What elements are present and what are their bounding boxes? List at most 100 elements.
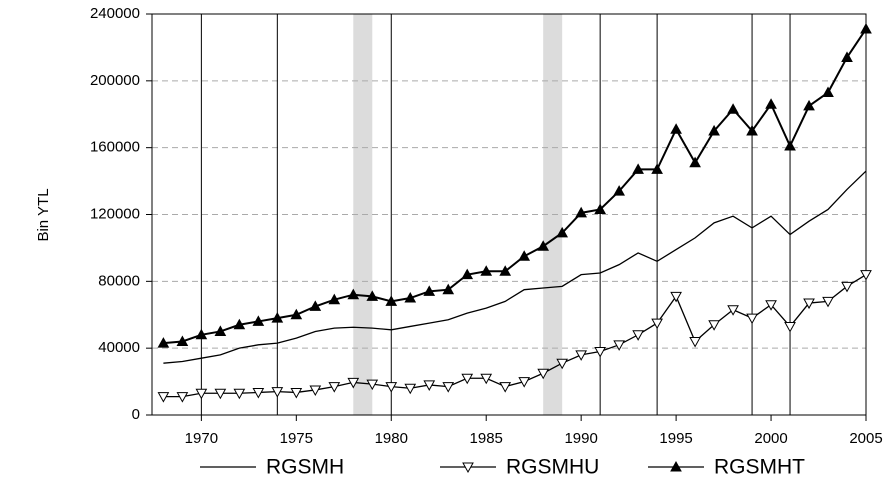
marker (860, 23, 872, 34)
marker (556, 358, 569, 370)
series-line (163, 170, 867, 364)
marker (309, 385, 322, 396)
y-tick-label: 200000 (90, 72, 140, 89)
marker (499, 382, 512, 393)
marker (841, 51, 853, 62)
marker (252, 387, 265, 399)
x-tick-label: 1995 (659, 430, 692, 447)
y-axis-label: Bin YTL (35, 188, 52, 241)
marker (708, 124, 720, 136)
marker (765, 98, 777, 109)
marker (803, 99, 815, 111)
x-tick-label: 2005 (849, 430, 882, 447)
marker (271, 312, 284, 323)
marker (746, 124, 758, 136)
marker (366, 290, 379, 301)
y-tick-label: 80000 (98, 272, 140, 289)
marker (632, 330, 644, 341)
marker (366, 379, 379, 391)
marker (423, 285, 436, 296)
marker (499, 265, 512, 276)
marker (423, 380, 436, 391)
marker (176, 335, 189, 346)
marker (195, 388, 208, 400)
marker (784, 321, 796, 333)
marker (385, 295, 398, 306)
marker (271, 387, 284, 398)
y-tick-label: 40000 (98, 339, 140, 356)
marker (537, 368, 550, 380)
series-line (163, 274, 867, 398)
marker (765, 300, 777, 311)
y-tick-label: 160000 (90, 139, 140, 156)
legend-label: RGSMH (266, 456, 344, 479)
x-tick-label: 1975 (280, 430, 313, 447)
legend-marker (670, 460, 682, 472)
plot-frame (151, 13, 867, 416)
marker (727, 103, 739, 114)
marker (404, 292, 417, 303)
legend-marker (462, 462, 474, 474)
marker (594, 203, 606, 214)
x-tick-label: 1985 (470, 430, 503, 447)
marker (252, 315, 265, 326)
y-tick-label: 0 (132, 406, 140, 423)
marker (461, 373, 474, 385)
marker (442, 382, 455, 393)
marker (290, 387, 303, 399)
marker (347, 377, 360, 389)
marker (670, 291, 682, 303)
marker (233, 318, 246, 330)
legend-label: RGSMHT (714, 456, 805, 479)
marker (594, 347, 606, 358)
marker (404, 383, 417, 395)
marker (632, 163, 644, 174)
marker (195, 328, 208, 340)
marker (309, 300, 322, 311)
marker (442, 283, 455, 295)
marker (328, 293, 341, 305)
marker (480, 373, 493, 385)
marker (575, 350, 588, 361)
marker (347, 288, 360, 300)
marker (537, 240, 550, 251)
marker (518, 250, 531, 261)
marker (176, 392, 189, 403)
marker (233, 388, 246, 400)
marker (689, 336, 701, 348)
marker (841, 281, 853, 293)
marker (518, 377, 531, 388)
marker (689, 156, 701, 168)
marker (708, 320, 720, 331)
marker (822, 296, 834, 308)
marker (613, 185, 625, 196)
marker (385, 382, 398, 393)
marker (803, 298, 815, 310)
marker (214, 388, 227, 400)
marker (556, 226, 569, 238)
x-tick-label: 2000 (754, 430, 787, 447)
marker (651, 318, 663, 330)
marker (860, 270, 872, 281)
y-tick-label: 240000 (90, 5, 140, 22)
marker (214, 325, 227, 336)
x-tick-label: 1980 (375, 430, 408, 447)
marker (461, 268, 474, 280)
x-tick-label: 1970 (185, 430, 218, 447)
marker (784, 139, 796, 151)
marker (651, 163, 663, 174)
legend-label: RGSMHU (506, 456, 599, 479)
marker (480, 265, 493, 276)
x-tick-label: 1990 (564, 430, 597, 447)
marker (670, 123, 682, 134)
marker (157, 337, 170, 348)
marker (157, 392, 170, 403)
marker (746, 313, 758, 325)
series-line (163, 28, 867, 345)
marker (575, 206, 588, 218)
marker (613, 340, 625, 351)
marker (290, 308, 303, 320)
y-tick-label: 120000 (90, 205, 140, 222)
marker (822, 86, 834, 98)
